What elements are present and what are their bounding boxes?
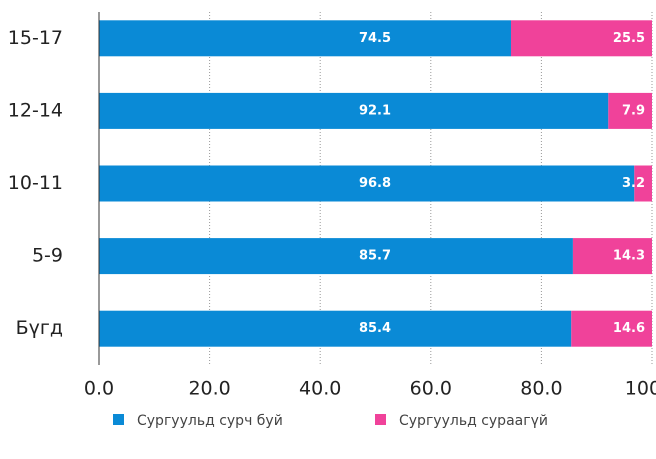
y-tick-label: 15-17 xyxy=(8,27,63,49)
bar-segment xyxy=(99,165,635,202)
y-tick-label: Бүгд xyxy=(16,317,63,339)
bar-segment xyxy=(634,165,652,202)
x-tick-label: 100.0 xyxy=(625,378,656,400)
bar-segment xyxy=(572,238,652,275)
value-label: 14.6 xyxy=(613,321,645,336)
value-label: 85.4 xyxy=(359,321,391,336)
bar-segment xyxy=(99,20,511,57)
legend-label: Сургуульд сураагүй xyxy=(399,413,548,429)
value-label: 96.8 xyxy=(359,176,391,191)
value-label: 92.1 xyxy=(359,103,391,118)
y-tick-label: 12-14 xyxy=(8,99,63,121)
legend-swatch xyxy=(113,414,124,425)
legend-swatch xyxy=(375,414,386,425)
legend-label: Сургуульд сурч буй xyxy=(137,413,283,429)
x-tick-label: 0.0 xyxy=(84,378,114,400)
bar-segment xyxy=(99,92,609,129)
x-tick-label: 20.0 xyxy=(188,378,230,400)
bar-segment xyxy=(510,20,652,57)
x-tick-label: 40.0 xyxy=(299,378,341,400)
value-label: 14.3 xyxy=(613,249,645,264)
value-label: 3.2 xyxy=(622,176,645,191)
bar-segment xyxy=(571,310,652,347)
value-label: 7.9 xyxy=(622,103,645,118)
value-label: 25.5 xyxy=(613,31,645,46)
x-tick-label: 80.0 xyxy=(520,378,562,400)
value-label: 74.5 xyxy=(359,31,391,46)
y-tick-label: 5-9 xyxy=(32,245,63,267)
bar-segment xyxy=(99,238,573,275)
y-tick-label: 10-11 xyxy=(8,172,63,194)
bar-segment xyxy=(99,310,572,347)
bar-segment xyxy=(608,92,652,129)
value-label: 85.7 xyxy=(359,249,391,264)
x-tick-label: 60.0 xyxy=(410,378,452,400)
